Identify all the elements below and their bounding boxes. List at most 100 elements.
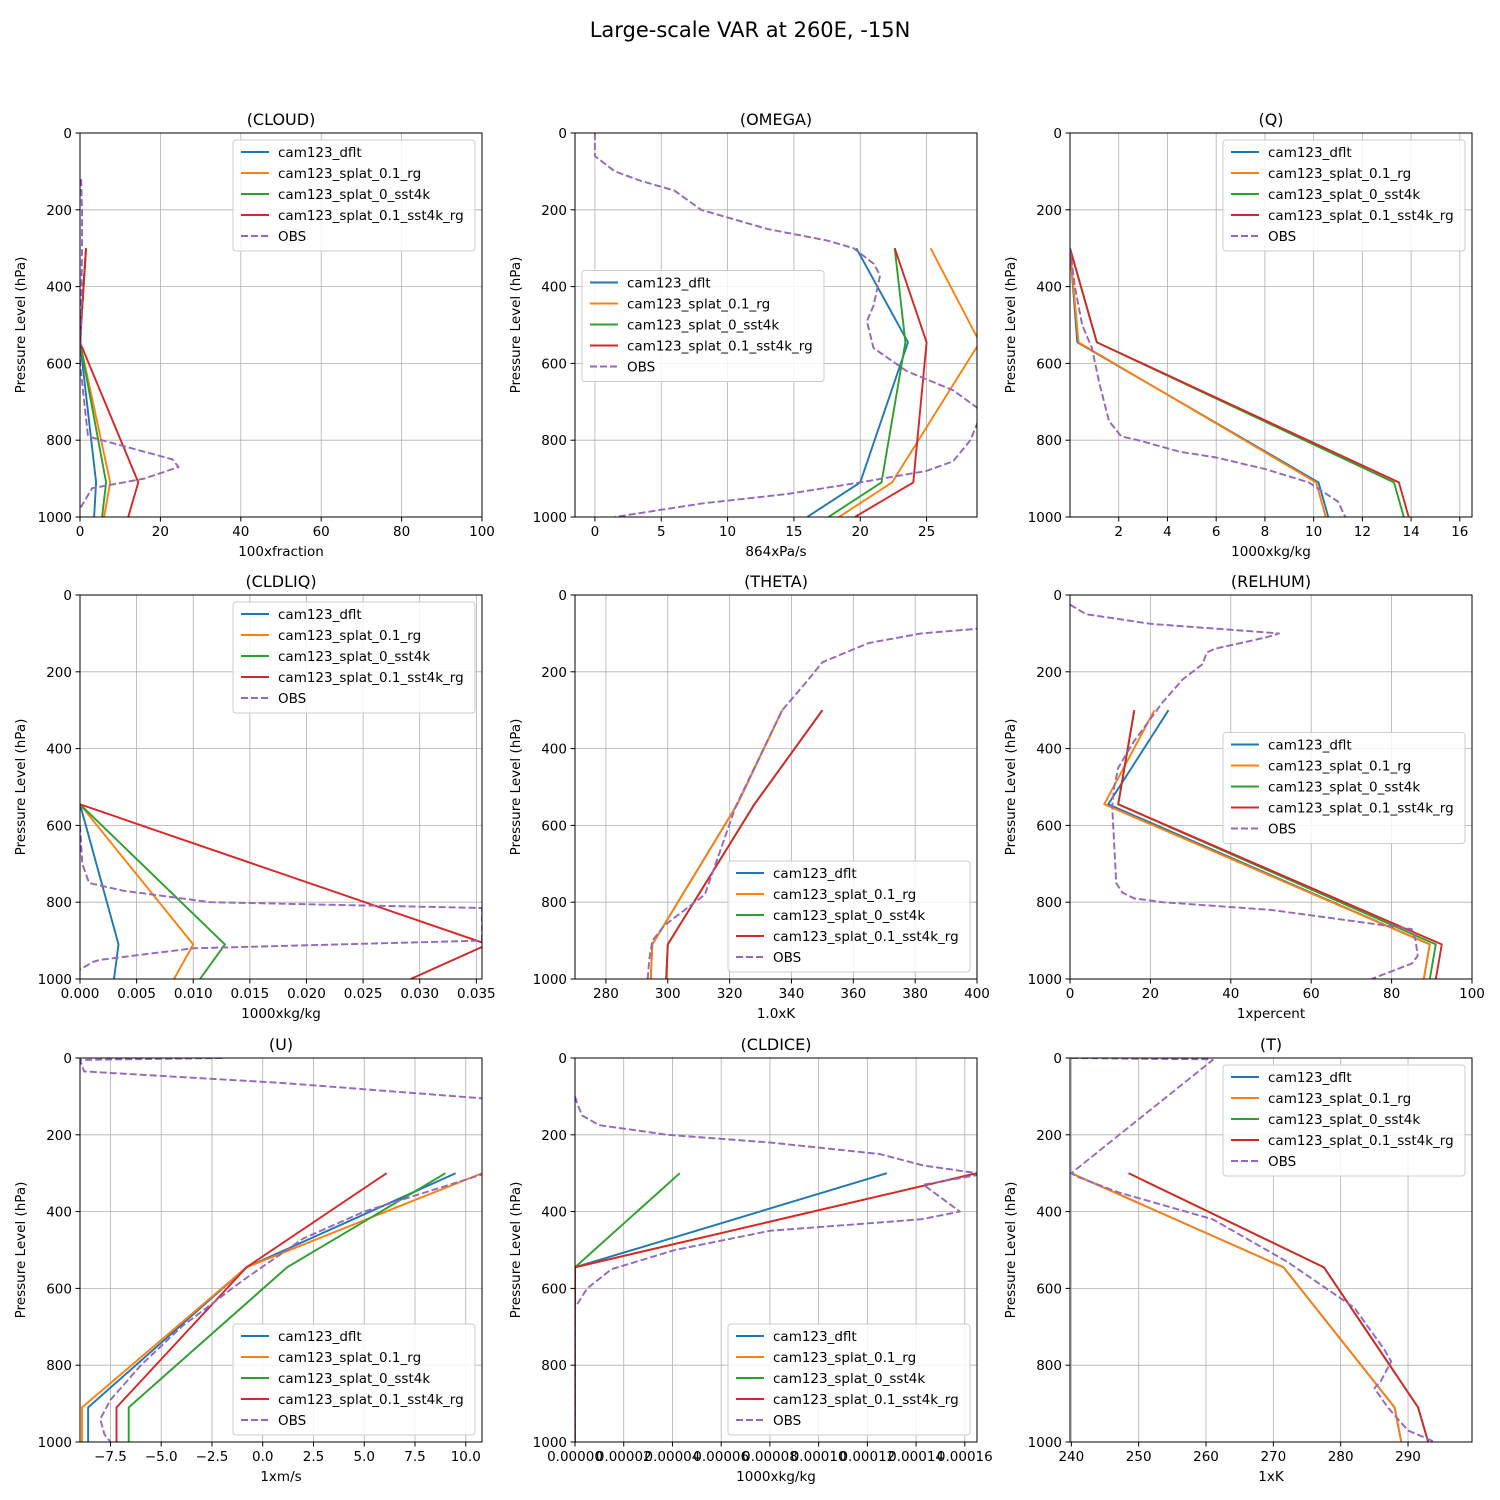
- series-line-cam123-splat-0-sst4k: [80, 803, 226, 979]
- series-line-cam123-splat-0-sst4k: [127, 1172, 446, 1442]
- legend-label: cam123_splat_0.1_sst4k_rg: [1268, 1133, 1454, 1149]
- x-tick-label: 2: [1114, 524, 1123, 540]
- legend-label: cam123_splat_0_sst4k: [1268, 1112, 1420, 1128]
- series-line-cam123-dflt: [80, 804, 120, 979]
- y-tick-label: 200: [541, 203, 567, 219]
- x-tick-label: 80: [393, 524, 410, 540]
- panel-omega: 0 5 10 15 20 25 0 200 400 600 800 1000 (OMEGA) 864xPa…: [508, 110, 978, 560]
- legend-label: cam123_splat_0_sst4k: [627, 318, 779, 334]
- x-tick-label: 270: [1260, 1449, 1286, 1465]
- y-tick-label: 800: [1036, 1358, 1062, 1374]
- legend-label: cam123_dflt: [278, 145, 362, 161]
- y-tick-label: 0: [63, 126, 72, 142]
- y-tick-label: 400: [541, 742, 567, 758]
- x-tick-label: 0.00004: [645, 1449, 701, 1465]
- legend-label: cam123_splat_0.1_sst4k_rg: [278, 670, 464, 686]
- series-line-cam123-splat-0-1-rg: [1103, 709, 1431, 979]
- x-tick-label: −2.5: [196, 1449, 229, 1465]
- panel-title: (CLDLIQ): [245, 572, 316, 591]
- y-tick-label: 600: [46, 356, 72, 372]
- legend-label: cam123_splat_0.1_rg: [627, 297, 770, 313]
- legend-label: cam123_dflt: [773, 1329, 857, 1345]
- legend-label: cam123_dflt: [278, 607, 362, 623]
- legend-label: cam123_splat_0.1_rg: [1268, 166, 1411, 182]
- series-line-cam123-splat-0-1-sst4k-rg: [1128, 1172, 1430, 1442]
- y-tick-label: 800: [46, 433, 72, 449]
- x-tick-label: 14: [1402, 524, 1419, 540]
- y-tick-label: 600: [1036, 356, 1062, 372]
- series-line-cam123-splat-0-1-rg: [649, 709, 784, 979]
- legend-label: cam123_splat_0.1_sst4k_rg: [278, 1392, 464, 1408]
- legend-label: cam123_splat_0_sst4k: [1268, 780, 1420, 796]
- x-tick-label: 0.00008: [742, 1449, 798, 1465]
- panel-theta: 280 300 320 340 360 380 400 0 200 400 600 800 1000 (T…: [508, 572, 990, 1022]
- x-tick-label: 60: [313, 524, 330, 540]
- x-tick-label: 60: [1303, 986, 1320, 1002]
- series-line-obs: [1070, 248, 1347, 517]
- axes-frame: [79, 594, 483, 980]
- y-tick-label: 1000: [1028, 1435, 1062, 1451]
- legend-box: [727, 860, 971, 973]
- series-line-cam123-splat-0-sst4k: [575, 1172, 681, 1442]
- series-line-cam123-splat-0-1-sst4k-rg: [80, 803, 482, 979]
- panel-relhum: 0 20 40 60 80 10002004006008001000(RELHUM)1xp…: [1003, 572, 1485, 1022]
- y-axis-label: Pressure Level (hPa): [13, 257, 29, 394]
- x-tick-label: 0.00000: [547, 1449, 603, 1465]
- legend-label: OBS: [278, 691, 306, 707]
- panel-title: (CLDICE): [741, 1035, 812, 1054]
- y-axis-label: Pressure Level (hPa): [13, 719, 29, 856]
- series-line-cam123-dflt: [87, 1172, 456, 1442]
- x-tick-label: 0.000: [61, 986, 100, 1002]
- x-tick-label: 10: [719, 524, 736, 540]
- legend-label: OBS: [1268, 822, 1296, 838]
- legend-label: cam123_splat_0.1_sst4k_rg: [773, 929, 959, 945]
- y-axis-label: Pressure Level (hPa): [13, 1182, 29, 1319]
- x-axis-label: 1.0xK: [757, 1006, 796, 1022]
- panel-t: 240 250 260 270 280 290 0 200 400 600 800 1000 (T) 1x…: [1003, 1035, 1473, 1485]
- y-tick-label: 200: [46, 1128, 72, 1144]
- series-line-obs: [575, 1096, 977, 1442]
- x-tick-label: 0.010: [174, 986, 213, 1002]
- x-tick-label: 0: [1066, 986, 1075, 1002]
- legend-label: OBS: [773, 950, 801, 966]
- x-axis-label: 1xm/s: [260, 1469, 301, 1485]
- series-group: [80, 1058, 482, 1442]
- legend: cam123_dflt cam123_splat_0.1_rg cam123_spl…: [1222, 139, 1466, 252]
- panel-cldliq: 0.000 0.005 0.010 0.015 0.020 0.025 0.030 0.035…: [13, 572, 496, 1022]
- legend-label: cam123_splat_0.1_rg: [773, 1350, 916, 1366]
- y-tick-label: 1000: [533, 1435, 567, 1451]
- axes-frame: [79, 132, 483, 518]
- legend-label: cam123_splat_0.1_rg: [1268, 759, 1411, 775]
- y-tick-label: 0: [558, 126, 567, 142]
- x-axis-label: 100xfraction: [238, 544, 324, 560]
- y-tick-label: 600: [1036, 818, 1062, 834]
- x-axis-label: 1xpercent: [1237, 1006, 1305, 1022]
- legend-box: [232, 601, 476, 714]
- series-line-cam123-dflt: [806, 247, 909, 517]
- axes-frame: [574, 1057, 978, 1443]
- legend: cam123_dflt cam123_splat_0.1_rg cam123_spl…: [727, 860, 971, 973]
- panel-title: (T): [1260, 1035, 1282, 1054]
- legend-label: cam123_dflt: [278, 1329, 362, 1345]
- legend-label: cam123_splat_0_sst4k: [278, 187, 430, 203]
- panel-q: 2 4 6 8 10 12 14 16 0 200 400 600 800 1000 (Q) 1000xkg/…: [1003, 110, 1473, 560]
- series-group: [1070, 1058, 1436, 1442]
- x-tick-label: 5.0: [354, 1449, 375, 1465]
- y-axis-label: Pressure Level (hPa): [508, 257, 524, 394]
- x-tick-label: 0.00010: [791, 1449, 847, 1465]
- series-group: [646, 627, 977, 979]
- legend-label: cam123_splat_0.1_rg: [773, 887, 916, 903]
- series-line-cam123-splat-0-1-rg: [80, 803, 195, 979]
- y-tick-label: 0: [558, 1051, 567, 1067]
- y-tick-label: 400: [1036, 742, 1062, 758]
- panels: 0 20 40 60 80 10002004006008001000(CLOUD)100x…: [13, 110, 1485, 1485]
- figure-title: Large-scale VAR at 260E, -15N: [590, 18, 911, 42]
- x-tick-label: 15: [785, 524, 802, 540]
- y-tick-label: 800: [1036, 433, 1062, 449]
- y-axis-label: Pressure Level (hPa): [1003, 1182, 1019, 1319]
- x-axis-label: 1xK: [1258, 1469, 1285, 1485]
- y-tick-label: 800: [541, 1358, 567, 1374]
- x-tick-label: 280: [593, 986, 619, 1002]
- legend-label: cam123_dflt: [1268, 738, 1352, 754]
